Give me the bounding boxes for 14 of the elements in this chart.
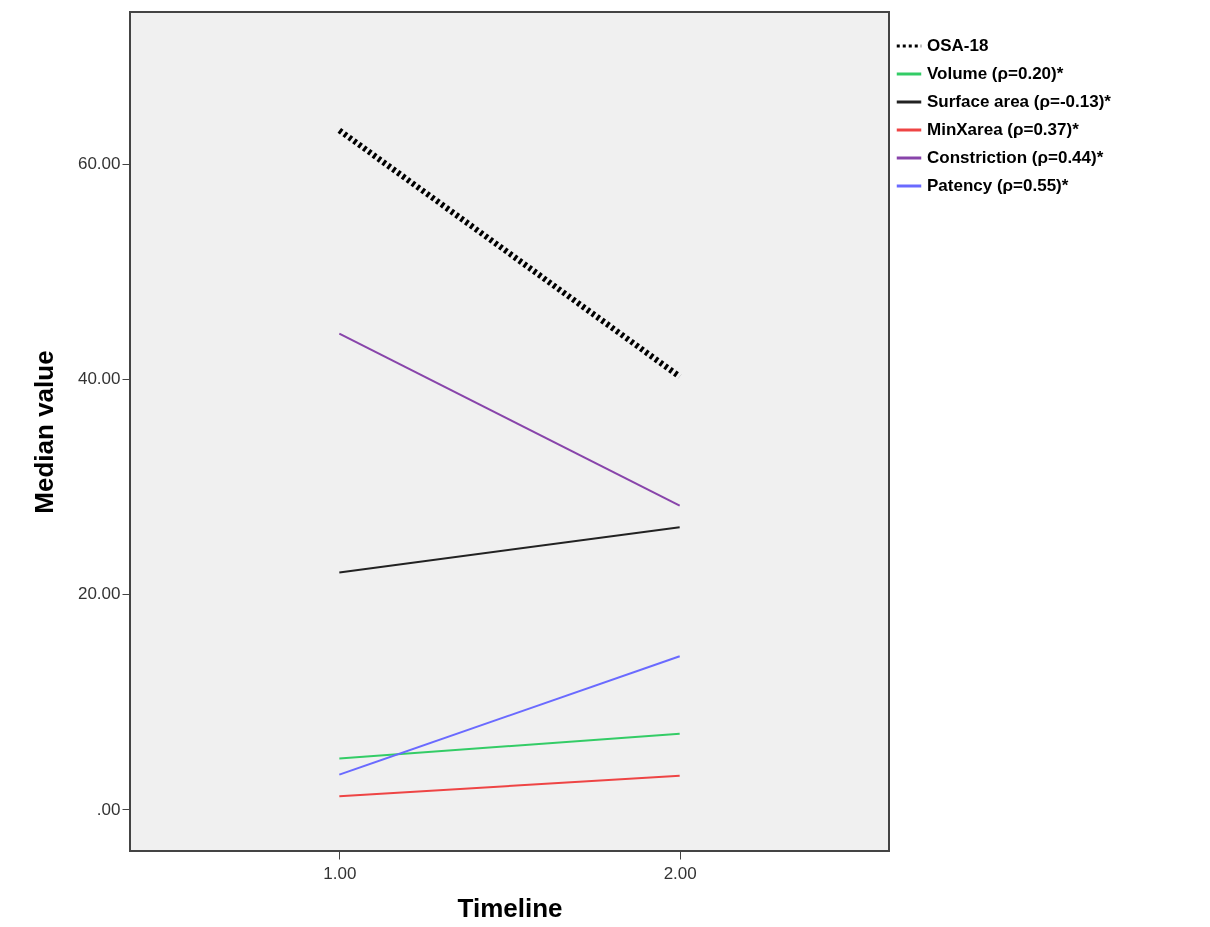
y-tick-label: 60.00 [77, 154, 121, 174]
legend-label: Volume (ρ=0.20)* [927, 64, 1064, 83]
y-tick-label: 40.00 [77, 369, 121, 389]
y-axis-title: Median value [28, 350, 59, 514]
legend-label: Surface area (ρ=-0.13)* [927, 92, 1112, 111]
legend-label: Patency (ρ=0.55)* [927, 176, 1069, 195]
x-tick-label: 1.00 [323, 863, 357, 883]
x-axis-title: Timeline [457, 892, 563, 923]
y-tick-label: .00 [96, 799, 121, 819]
x-tick-label: 2.00 [663, 863, 697, 883]
legend-label: MinXarea (ρ=0.37)* [927, 120, 1080, 139]
legend-label: Constriction (ρ=0.44)* [927, 148, 1104, 167]
legend-label: OSA-18 [927, 36, 989, 55]
y-tick-label: 20.00 [77, 584, 121, 604]
